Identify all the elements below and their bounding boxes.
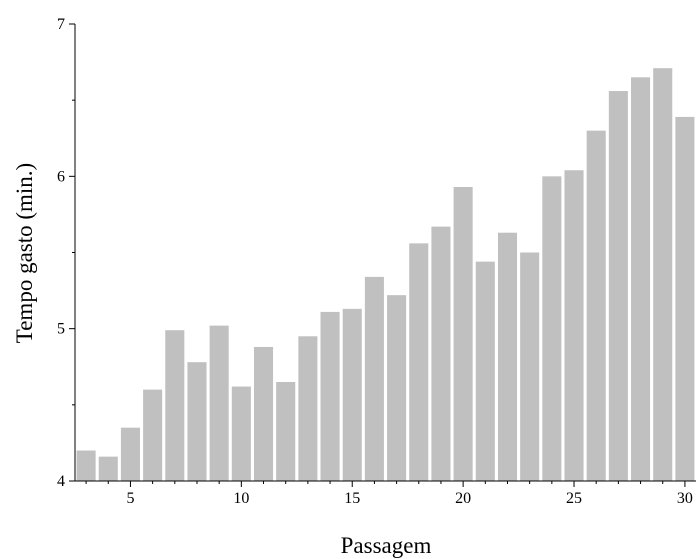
bar-24 <box>542 176 562 481</box>
bar-19 <box>431 226 451 481</box>
bar-20 <box>453 187 473 481</box>
bar-28 <box>631 77 651 481</box>
bar-3 <box>76 450 96 481</box>
y-tick-label-5: 5 <box>57 321 65 338</box>
bar-30 <box>675 116 695 482</box>
x-ticks-group: 5 10 15 20 25 30 <box>85 481 693 507</box>
bar-26 <box>586 130 606 481</box>
bar-10 <box>231 386 251 481</box>
bar-18 <box>409 243 429 481</box>
bar-11 <box>253 346 274 481</box>
x-tick-label-10: 10 <box>233 490 249 507</box>
bar-21 <box>475 261 495 481</box>
bar-22 <box>497 232 518 481</box>
x-tick-label-15: 15 <box>344 490 360 507</box>
bar-23 <box>520 252 540 481</box>
bar-7 <box>165 330 185 481</box>
bar-16 <box>364 276 384 481</box>
bar-9 <box>209 325 229 481</box>
bar-15 <box>342 308 362 481</box>
y-tick-label-7: 7 <box>57 16 65 33</box>
bar-12 <box>276 381 296 481</box>
x-tick-label-25: 25 <box>566 490 582 507</box>
bar-6 <box>143 389 163 481</box>
y-ticks-group: 4 5 6 7 <box>57 16 75 490</box>
bar-27 <box>608 91 628 481</box>
y-tick-label-4: 4 <box>57 473 65 490</box>
x-tick-label-5: 5 <box>126 490 134 507</box>
bar-13 <box>298 336 318 481</box>
x-tick-label-20: 20 <box>455 490 471 507</box>
y-tick-label-6: 6 <box>57 168 65 185</box>
bar-5 <box>120 427 140 481</box>
bar-8 <box>187 362 207 481</box>
bars-group <box>76 68 695 482</box>
bar-4 <box>98 456 118 481</box>
bar-17 <box>387 295 407 481</box>
x-tick-label-30: 30 <box>677 490 693 507</box>
y-axis-title: Tempo gasto (min.) <box>12 163 37 343</box>
bar-14 <box>320 311 340 481</box>
bar-25 <box>564 170 584 482</box>
bar-29 <box>653 68 673 482</box>
x-axis-title: Passagem <box>341 533 432 558</box>
